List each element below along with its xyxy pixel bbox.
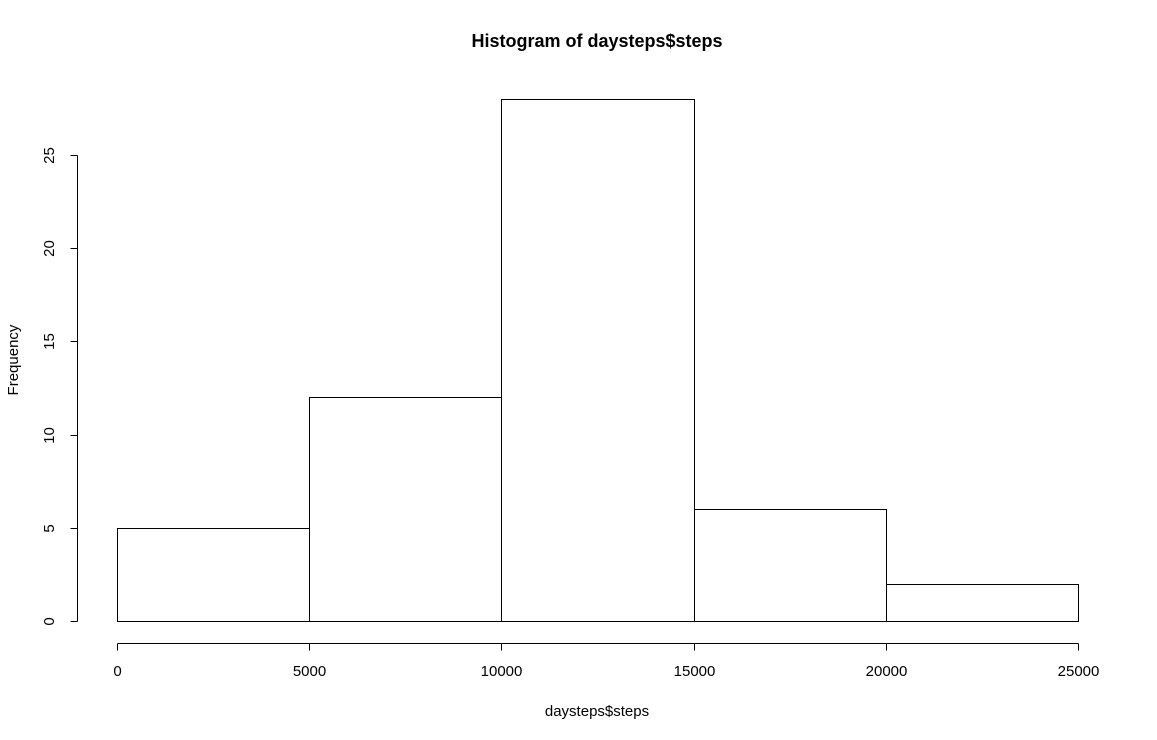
x-tick-label: 5000 [293, 663, 326, 680]
y-tick-label: 10 [41, 427, 58, 444]
x-axis: 0 5000 10000 15000 20000 25000 [113, 643, 1100, 680]
y-tick-label: 5 [41, 524, 58, 532]
y-axis: 0 5 10 15 20 25 [41, 147, 78, 626]
x-tick-label: 0 [113, 663, 121, 680]
histogram-bar [309, 397, 502, 622]
y-tick-label: 0 [41, 617, 58, 625]
x-tick-label: 25000 [1058, 663, 1100, 680]
y-axis-label: Frequency [5, 324, 22, 395]
y-tick-label: 20 [41, 240, 58, 257]
histogram-bar [886, 584, 1079, 622]
x-tick-label: 15000 [674, 663, 716, 680]
histogram-bar [501, 99, 695, 622]
x-tick-label: 20000 [866, 663, 908, 680]
bars-group [117, 99, 1079, 622]
histogram-bar [117, 528, 310, 622]
x-tick-label: 10000 [481, 663, 523, 680]
y-tick-label: 15 [41, 333, 58, 350]
chart-title: Histogram of daysteps$steps [471, 31, 722, 51]
histogram-bar [694, 509, 887, 622]
y-tick-label: 25 [41, 147, 58, 164]
x-axis-label: daysteps$steps [545, 703, 649, 720]
